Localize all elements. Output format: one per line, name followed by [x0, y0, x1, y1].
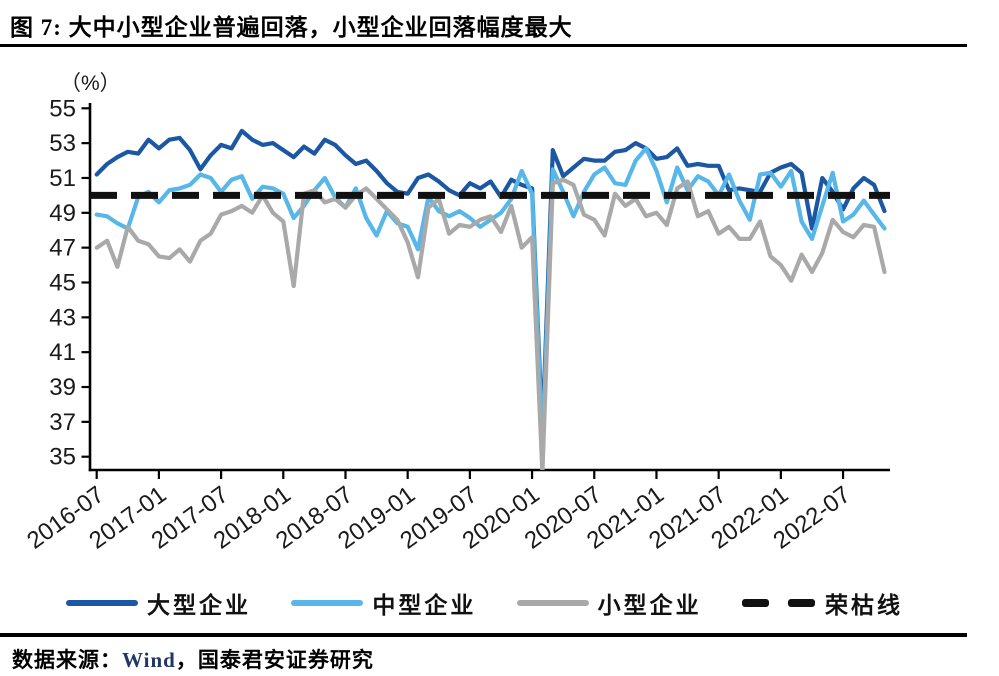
y-tick-label: 41 — [49, 339, 76, 366]
y-tick-label: 37 — [49, 409, 76, 436]
chart-title: 图 7: 大中小型企业普遍回落，小型企业回落幅度最大 — [10, 15, 573, 40]
y-tick-label: 35 — [49, 444, 76, 471]
y-tick-label: 47 — [49, 235, 76, 262]
threshold-dash — [741, 599, 769, 607]
legend-item-large: 大型企业 — [66, 586, 251, 620]
small-enterprise-line-swatch — [516, 600, 589, 606]
source-suffix: ，国泰君安证券研究 — [175, 648, 374, 672]
series-line-large — [94, 128, 887, 437]
y-tick-label: 45 — [49, 270, 76, 297]
legend-item-small: 小型企业 — [516, 586, 702, 620]
legend-label-large: 大型企业 — [147, 593, 251, 618]
source-vendor: Wind — [122, 648, 176, 672]
threshold-dash — [787, 599, 815, 607]
legend-item-medium: 中型企业 — [291, 586, 476, 620]
legend-label-threshold: 荣枯线 — [824, 593, 903, 618]
series-line-small — [94, 177, 887, 470]
y-tick-label: 49 — [49, 200, 76, 227]
large-enterprise-line-swatch — [66, 600, 138, 606]
legend-item-threshold: 荣枯线 — [741, 586, 903, 620]
threshold-dashed-swatch — [741, 599, 816, 607]
y-axis-unit-label: （%） — [60, 72, 121, 95]
source-prefix: 数据来源： — [12, 648, 122, 672]
data-source-note: 数据来源：Wind，国泰君安证券研究 — [12, 644, 972, 674]
y-tick-label: 39 — [49, 374, 76, 401]
legend-label-medium: 中型企业 — [372, 593, 477, 618]
source-divider-rule — [0, 633, 967, 637]
y-tick-label: 51 — [49, 165, 76, 192]
y-tick-label: 53 — [49, 130, 76, 157]
chart-legend: 大型企业 中型企业 小型企业 荣枯线 — [0, 584, 999, 622]
legend-label-small: 小型企业 — [597, 593, 702, 618]
medium-enterprise-line-swatch — [291, 600, 364, 606]
y-tick-label: 43 — [49, 304, 76, 331]
y-tick-label: 55 — [49, 95, 76, 122]
title-divider-rule — [0, 44, 967, 47]
